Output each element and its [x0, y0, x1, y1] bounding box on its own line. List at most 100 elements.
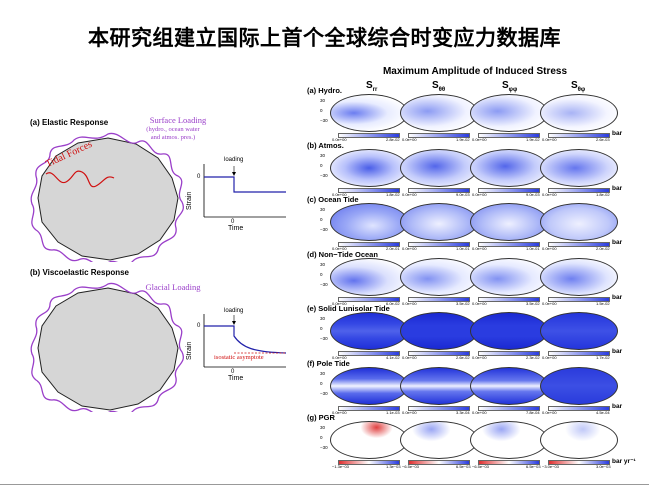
latitude-label: −30 — [320, 227, 328, 232]
viscoelastic-strain-graph — [203, 314, 287, 368]
latitude-label: −30 — [320, 281, 328, 287]
slide-bottom-rule — [0, 484, 649, 485]
stress-map — [400, 421, 478, 459]
stress-map — [330, 203, 408, 241]
latitude-label: 30 — [320, 425, 326, 430]
colorbar — [338, 460, 400, 465]
stress-figure-title: Maximum Amplitude of Induced Stress — [382, 66, 568, 77]
colorbar-min-label: 0.0e+00 — [332, 355, 347, 360]
stress-map — [330, 148, 408, 187]
colorbar — [408, 133, 470, 138]
latitude-label: 0 — [320, 380, 323, 386]
colorbar — [338, 187, 400, 193]
stress-map — [400, 312, 478, 350]
colorbar — [548, 351, 610, 356]
colorbar-max-label: 1.9e-02 — [456, 137, 470, 142]
colorbar-max-label: 6.5e−03 — [526, 464, 541, 469]
stress-map — [400, 203, 478, 241]
colorbar-min-label: −3.0e−03 — [542, 464, 559, 469]
stress-map — [400, 94, 478, 132]
stress-map — [540, 257, 618, 296]
colorbar-max-label: 2.0e-02 — [596, 246, 610, 251]
colorbar-min-label: 0.0e+00 — [542, 300, 557, 306]
colorbar-max-label: 1.3e−03 — [386, 464, 401, 469]
stress-map — [470, 203, 548, 241]
colorbar — [548, 296, 610, 302]
zero-label-2a: 0 — [197, 323, 201, 329]
loading-label-2: loading — [224, 308, 244, 314]
colorbar-min-label: 0.0e+00 — [472, 191, 487, 197]
colorbar-min-label: 0.0e+00 — [542, 191, 557, 197]
stress-row-label: (c) Ocean Tide — [307, 195, 359, 204]
colorbar — [478, 133, 540, 138]
time-label-2: Time — [228, 375, 244, 382]
stress-map — [540, 148, 618, 187]
colorbar — [548, 187, 610, 193]
colorbar — [548, 133, 610, 138]
colorbar-max-label: 1.9e-02 — [526, 137, 540, 142]
unit-label: bar — [612, 402, 623, 410]
stress-map — [400, 148, 478, 187]
page-title: 本研究组建立国际上首个全球综合时变应力数据库 — [88, 25, 561, 50]
colorbar — [478, 460, 540, 465]
colorbar-max-label: 2.8e-02 — [386, 137, 400, 142]
colorbar-max-label: 9.0e-03 — [526, 191, 540, 197]
zero-label-1a: 0 — [197, 174, 201, 180]
colorbar-max-label: 6.0e-02 — [386, 300, 400, 306]
latitude-label: 30 — [320, 98, 326, 103]
col-head-stt: Sθθ — [432, 80, 446, 93]
colorbar — [408, 405, 470, 411]
colorbar-max-label: 2.3e-02 — [526, 355, 540, 360]
stress-map — [330, 257, 408, 296]
stress-row-label: (g) PGR — [307, 413, 335, 422]
colorbar-min-label: 0.0e+00 — [402, 409, 417, 415]
latitude-label: −30 — [320, 445, 328, 450]
colorbar — [338, 133, 400, 138]
viscoelastic-earth-diagram — [30, 282, 184, 412]
latitude-label: 0 — [320, 108, 323, 113]
col-head-stp: Sθφ — [571, 80, 586, 93]
colorbar-max-label: 3.5e-02 — [456, 300, 470, 306]
colorbar-min-label: 0.0e+00 — [472, 137, 487, 142]
surface-loading-sub2: and atmos. pres.) — [150, 134, 196, 141]
stress-row-label: (d) Non−Tide Ocean — [307, 249, 378, 259]
colorbar — [408, 351, 470, 356]
stress-row-label: (b) Atmos. — [307, 140, 344, 150]
latitude-label: −30 — [320, 172, 328, 178]
latitude-label: 30 — [320, 152, 326, 158]
unit-label: bar yr⁻¹ — [612, 458, 636, 465]
loading-label-1: loading — [224, 157, 244, 163]
surface-loading-label: Surface Loading — [149, 115, 207, 125]
colorbar-min-label: 0.0e+00 — [402, 191, 417, 197]
unit-label: bar — [612, 293, 623, 301]
unit-label: bar — [612, 348, 623, 355]
colorbar — [478, 187, 540, 193]
colorbar-min-label: 0.0e+00 — [332, 246, 347, 251]
colorbar-max-label: 3.0e−03 — [596, 464, 611, 469]
colorbar-max-label: 7.8e-04 — [526, 409, 540, 415]
colorbar-max-label: 4.1e-02 — [386, 355, 400, 360]
colorbar — [478, 351, 540, 356]
latitude-label: −30 — [320, 336, 328, 341]
col-head-spp: Sφφ — [502, 80, 518, 93]
colorbar — [338, 405, 400, 411]
stress-map — [470, 257, 548, 296]
stress-map — [400, 257, 478, 296]
latitude-label: 0 — [320, 217, 323, 222]
latitude-label: 0 — [320, 326, 323, 331]
colorbar-min-label: 0.0e+00 — [542, 137, 557, 142]
glacial-loading-label: Glacial Loading — [145, 282, 201, 292]
surface-loading-sub1: (hydro., ocean water — [146, 126, 200, 133]
colorbar-max-label: 1.8e-02 — [386, 191, 400, 197]
stress-map — [470, 366, 548, 405]
latitude-label: 0 — [320, 435, 323, 440]
stress-map — [540, 312, 618, 350]
colorbar — [548, 460, 610, 465]
colorbar-max-label: 6.5e−03 — [456, 464, 471, 469]
colorbar-max-label: 9.0e-03 — [456, 191, 470, 197]
colorbar-min-label: −1.3e−03 — [332, 464, 349, 469]
latitude-label: 30 — [320, 316, 326, 321]
colorbar-max-label: 1.7e-02 — [596, 355, 610, 360]
stress-map — [540, 203, 618, 241]
stress-map — [540, 366, 618, 405]
